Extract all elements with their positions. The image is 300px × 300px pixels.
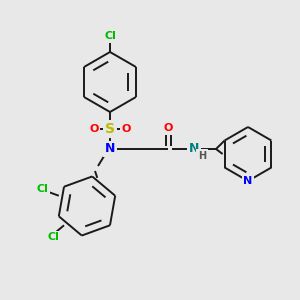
Text: Cl: Cl [104,31,116,41]
Text: N: N [243,176,253,186]
Text: O: O [89,124,99,134]
Text: Cl: Cl [47,232,59,242]
Text: N: N [189,142,199,155]
Text: O: O [121,124,131,134]
Text: Cl: Cl [37,184,49,194]
Text: N: N [105,142,115,155]
Text: H: H [198,151,206,161]
Text: O: O [163,123,173,133]
Text: S: S [105,122,115,136]
